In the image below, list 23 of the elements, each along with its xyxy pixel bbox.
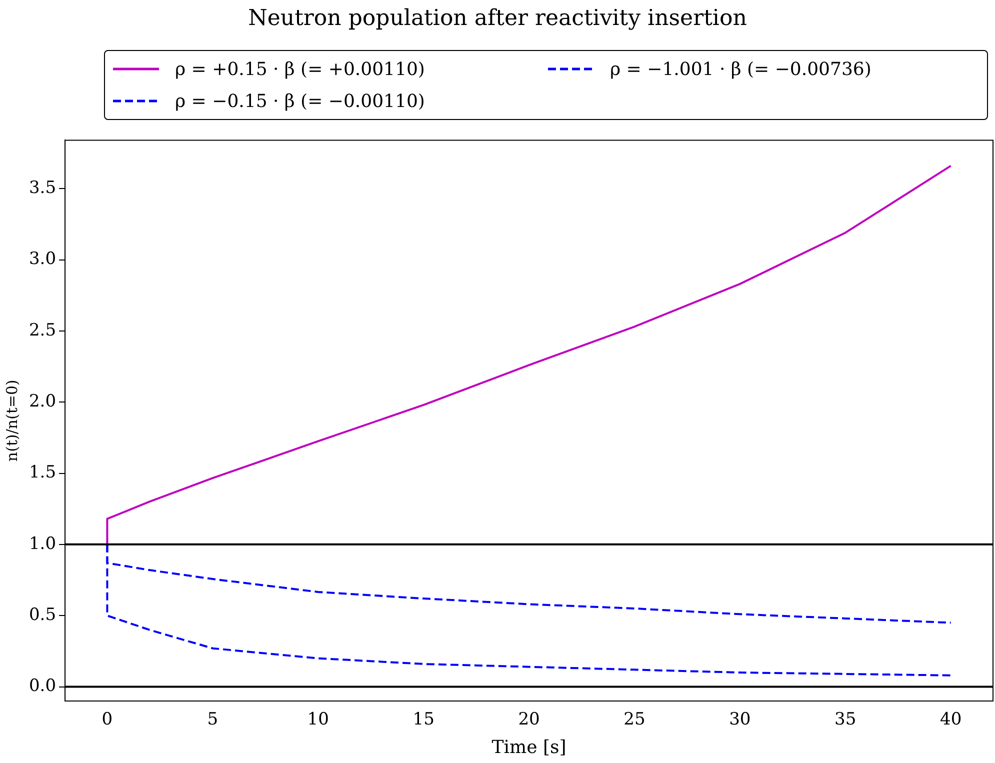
chart-title: Neutron population after reactivity insertion <box>247 6 748 31</box>
y-tick-label: 3.5 <box>28 178 56 198</box>
x-tick-label: 40 <box>940 710 962 730</box>
x-tick-label: 10 <box>307 710 329 730</box>
x-tick-label: 15 <box>412 710 434 730</box>
legend-label: ρ = +0.15 · β (= +0.00110) <box>175 58 425 80</box>
y-tick-label: 0.0 <box>28 676 56 696</box>
x-tick-label: 5 <box>207 710 218 730</box>
x-tick-label: 0 <box>102 710 113 730</box>
x-tick-label: 25 <box>624 710 646 730</box>
y-tick-label: 1.0 <box>28 534 56 554</box>
y-tick-label: 2.0 <box>28 392 56 412</box>
legend-label: ρ = −1.001 · β (= −0.00736) <box>610 58 872 80</box>
x-axis-title: Time [s] <box>492 736 566 758</box>
x-tick-label: 35 <box>834 710 856 730</box>
y-axis-title: n(t)/n(t=0) <box>2 380 21 462</box>
y-tick-label: 2.5 <box>28 320 56 340</box>
y-tick-label: 1.5 <box>28 462 56 483</box>
y-tick-label: 0.5 <box>28 605 56 626</box>
x-tick-label: 30 <box>729 710 751 730</box>
x-tick-label: 20 <box>518 710 540 730</box>
y-tick-label: 3.0 <box>28 249 56 270</box>
legend-label: ρ = −0.15 · β (= −0.00110) <box>175 90 425 112</box>
